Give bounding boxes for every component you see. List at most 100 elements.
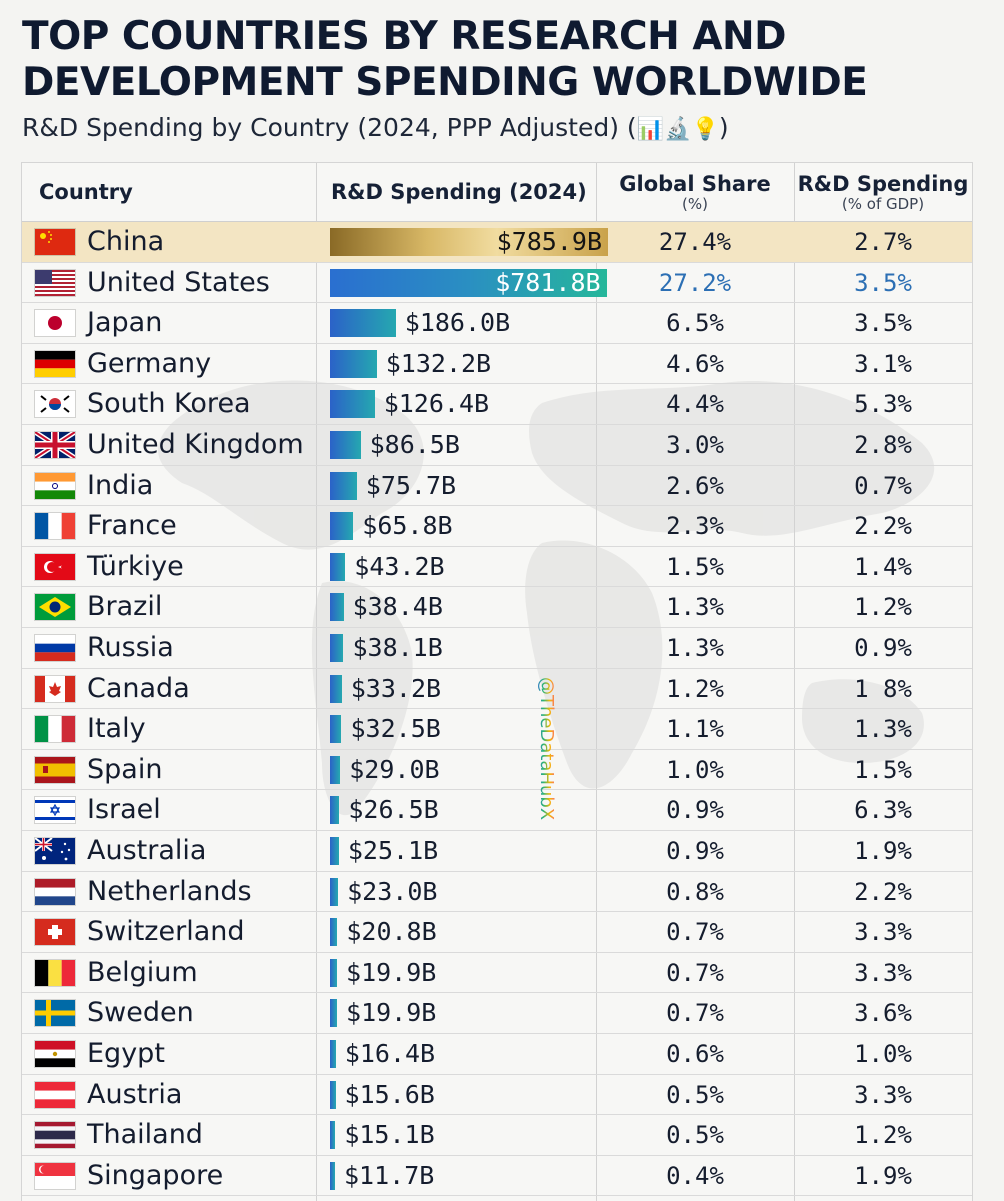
table-row: South Korea $126.4B 4.4% 5.3%: [22, 384, 972, 425]
spending-bar: [330, 755, 341, 784]
global-share-value: 0.9%: [666, 796, 724, 825]
thailand-flag-icon: [35, 1122, 75, 1149]
gdp-share-value: 3.5%: [854, 268, 912, 297]
spending-bar: [330, 431, 361, 459]
egypt-flag-icon: [35, 1041, 75, 1067]
spending-value: $186.0B: [404, 308, 511, 338]
table-row: China $785.9B 27.4% 2.7%: [22, 222, 972, 263]
global-share-value: 0.7%: [666, 958, 724, 987]
global-share-value: 1.0%: [666, 755, 724, 784]
table-row: Sweden $19.9B 0.7% 3.6%: [22, 993, 972, 1034]
spending-value: $75.7B: [365, 470, 457, 500]
spending-value: $65.8B: [362, 511, 453, 541]
header-share-unit: (%): [682, 195, 708, 213]
israel-flag-icon: [35, 797, 75, 824]
spending-value: $43.2B: [354, 551, 445, 581]
country-name: Australia: [87, 835, 207, 866]
global-share-value: 27.4%: [658, 228, 732, 256]
subtitle-close: ): [718, 113, 729, 142]
spending-value: $26.5B: [348, 795, 439, 825]
table-row: Japan $186.0B 6.5% 3.5%: [22, 303, 972, 344]
spending-value: $23.0B: [347, 876, 438, 906]
table-row: Netherlands $23.0B 0.8% 2.2%: [22, 872, 972, 913]
gdp-share-value: 3.3%: [854, 958, 912, 987]
austria-flag-icon: [35, 1081, 75, 1108]
global-share-value: 1.1%: [666, 715, 724, 744]
gdp-share-value: 0.9%: [854, 634, 912, 662]
gdp-share-value: 3.6%: [854, 999, 912, 1028]
table-row: Spain $29.0B 1.0% 1.5%: [22, 750, 972, 791]
country-name: Egypt: [87, 1038, 165, 1069]
global-share-value: 1.2%: [666, 674, 724, 703]
table-row: United States $781.8B 27.2% 3.5%: [22, 263, 972, 304]
gdp-share-value: 2.2%: [854, 512, 912, 541]
global-share-value: 1.3%: [666, 593, 724, 622]
gdp-share-value: 2.7%: [854, 228, 912, 256]
china-flag-icon: [35, 229, 75, 255]
gdp-share-value: 1.9%: [854, 1161, 912, 1190]
header-gdp-label: R&D Spending: [797, 172, 969, 196]
australia-flag-icon: [35, 838, 75, 864]
spending-value: $38.4B: [352, 592, 443, 622]
italy-flag-icon: [35, 716, 75, 743]
gdp-share-value: 6.3%: [854, 796, 912, 825]
country-name: United Kingdom: [87, 429, 304, 460]
chart-title: TOP COUNTRIES BY RESEARCH AND DEVELOPMEN…: [22, 14, 868, 105]
country-name: Netherlands: [87, 875, 252, 907]
country-name: Thailand: [87, 1119, 203, 1151]
spending-bar: [330, 593, 344, 622]
gdp-share-value: 1 8%: [854, 674, 912, 703]
canada-flag-icon: [35, 675, 75, 702]
uk-flag-icon: [35, 432, 75, 458]
global-share-value: 3.0%: [666, 431, 724, 459]
russia-flag-icon: [35, 635, 75, 661]
country-name: Switzerland: [87, 916, 245, 948]
header-country-label: Country: [39, 180, 133, 204]
spending-bar: [330, 349, 377, 378]
rd-spending-table: Country R&D Spending (2024) Global Share…: [21, 162, 973, 1201]
spending-bar: [330, 390, 375, 419]
header-gdp: R&D Spending (% of GDP): [794, 163, 972, 221]
turkey-flag-icon: [35, 553, 75, 580]
country-name: Japan: [87, 307, 163, 339]
spending-bar: [330, 918, 338, 947]
gdp-share-value: 1.9%: [854, 837, 912, 865]
gdp-share-value: 1.0%: [854, 1040, 912, 1068]
header-share: Global Share (%): [596, 163, 794, 221]
country-name: Brazil: [87, 591, 163, 623]
spending-value: $132.2B: [385, 348, 492, 378]
spending-bar: [330, 634, 344, 662]
spending-bar: [330, 1080, 336, 1109]
spending-bar: [330, 837, 339, 865]
header-spending: R&D Spending (2024): [331, 163, 587, 221]
country-name: Belgium: [87, 956, 198, 988]
brazil-flag-icon: [35, 594, 75, 621]
country-name: Canada: [87, 672, 190, 704]
spending-bar: [330, 471, 357, 500]
spending-value: $15.6B: [344, 1079, 435, 1109]
gdp-share-value: 3.3%: [854, 918, 912, 947]
spending-value: $20.8B: [346, 917, 437, 947]
spending-bar: [330, 512, 354, 541]
global-share-value: 0.5%: [666, 1080, 724, 1109]
country-name: South Korea: [87, 388, 251, 420]
global-share-value: 0.8%: [666, 877, 724, 906]
header-gdp-unit: (% of GDP): [841, 195, 925, 213]
spending-bar: [330, 1121, 336, 1150]
spending-value: $16.4B: [344, 1039, 436, 1068]
country-name: Israel: [87, 794, 161, 826]
korea-flag-icon: [35, 391, 75, 418]
column-divider: [794, 163, 795, 1201]
global-share-value: 0.5%: [666, 1121, 724, 1150]
country-name: France: [87, 510, 177, 542]
spending-value: $11.7B: [344, 1160, 435, 1190]
sweden-flag-icon: [35, 1000, 75, 1027]
spending-value: $785.9B: [496, 227, 602, 256]
spending-value: $19.9B: [346, 998, 437, 1028]
global-share-value: 2.6%: [666, 471, 724, 500]
gdp-share-value: 1.3%: [854, 715, 912, 744]
gdp-share-value: 5.3%: [854, 390, 912, 419]
global-share-value: 4.6%: [666, 349, 724, 378]
table-row: Switzerland $20.8B 0.7% 3.3%: [22, 912, 972, 953]
watermark-text: @TheDataHubX: [536, 677, 557, 820]
